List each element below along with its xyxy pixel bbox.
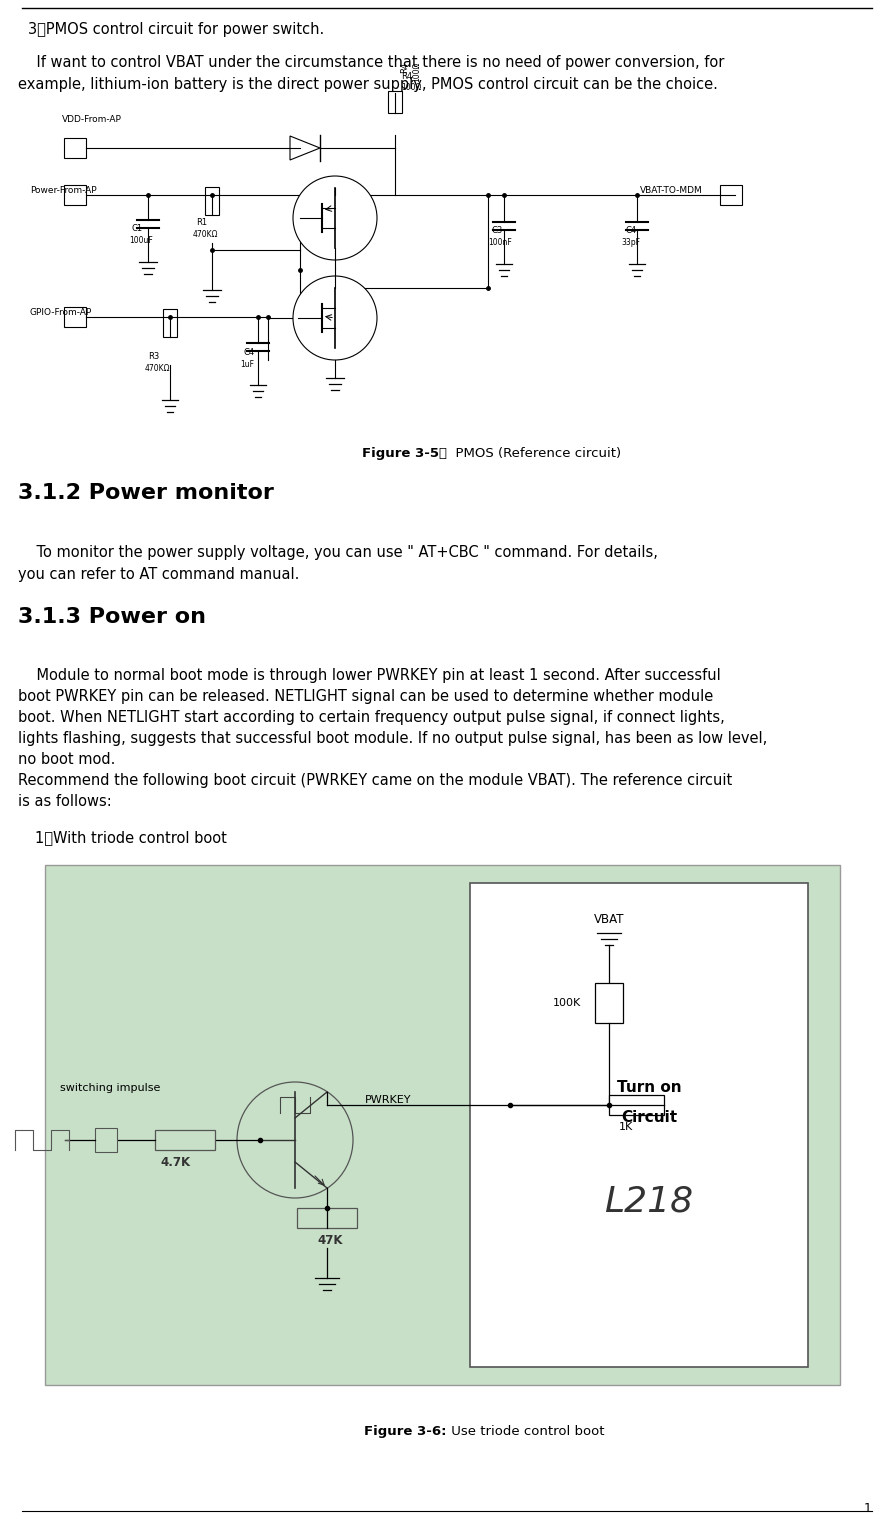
Text: 1K: 1K — [619, 1122, 633, 1131]
Text: 100uF: 100uF — [129, 235, 153, 245]
Text: 100nF: 100nF — [488, 239, 511, 248]
Text: boot PWRKEY pin can be released. NETLIGHT signal can be used to determine whethe: boot PWRKEY pin can be released. NETLIGH… — [18, 690, 713, 703]
Text: R4: R4 — [400, 63, 409, 73]
Text: L218: L218 — [604, 1185, 694, 1219]
Circle shape — [293, 277, 377, 359]
Text: PMOS (Reference circuit): PMOS (Reference circuit) — [447, 446, 621, 460]
Text: no boot mod.: no boot mod. — [18, 752, 115, 768]
Bar — [720, 185, 742, 205]
Text: Power-From-AP: Power-From-AP — [30, 187, 97, 196]
Text: R1: R1 — [196, 219, 207, 226]
Text: Module to normal boot mode is through lower PWRKEY pin at least 1 second. After : Module to normal boot mode is through lo… — [18, 668, 721, 683]
Text: 4.7K: 4.7K — [160, 1156, 190, 1168]
Text: GPIO-From-AP: GPIO-From-AP — [30, 307, 92, 317]
Circle shape — [293, 176, 377, 260]
Circle shape — [237, 1083, 353, 1199]
Text: To monitor the power supply voltage, you can use " AT+CBC " command. For details: To monitor the power supply voltage, you… — [18, 544, 658, 560]
Text: VBAT: VBAT — [594, 913, 624, 927]
Text: is as follows:: is as follows: — [18, 794, 112, 809]
Bar — [595, 983, 623, 1023]
Text: you can refer to AT command manual.: you can refer to AT command manual. — [18, 567, 299, 583]
Bar — [155, 1130, 215, 1150]
Text: Figure 3-6:: Figure 3-6: — [365, 1425, 447, 1437]
Text: 1uF: 1uF — [240, 359, 254, 368]
Text: 3.1.3 Power on: 3.1.3 Power on — [18, 607, 206, 627]
Text: 3、PMOS control circuit for power switch.: 3、PMOS control circuit for power switch. — [28, 21, 325, 37]
Bar — [95, 1128, 117, 1151]
Bar — [163, 309, 177, 336]
Text: 33pF: 33pF — [621, 239, 640, 248]
Bar — [470, 884, 808, 1367]
Text: PWRKEY: PWRKEY — [365, 1095, 411, 1105]
Text: 3.1.2 Power monitor: 3.1.2 Power monitor — [18, 483, 274, 503]
Bar — [64, 307, 86, 327]
Bar — [205, 187, 219, 216]
Text: Turn on: Turn on — [617, 1079, 681, 1095]
Text: boot. When NETLIGHT start according to certain frequency output pulse signal, if: boot. When NETLIGHT start according to c… — [18, 709, 725, 725]
Text: 470KΩ: 470KΩ — [193, 229, 218, 239]
Text: Figure 3-5：: Figure 3-5： — [362, 446, 447, 460]
Text: 47K: 47K — [317, 1234, 342, 1246]
Text: C4: C4 — [243, 349, 254, 356]
Text: VDD-From-AP: VDD-From-AP — [62, 115, 122, 124]
Bar — [388, 92, 402, 113]
Bar — [64, 185, 86, 205]
Text: example, lithium-ion battery is the direct power supply, PMOS control circuit ca: example, lithium-ion battery is the dire… — [18, 76, 718, 92]
Text: Circuit: Circuit — [621, 1110, 677, 1125]
Text: R3: R3 — [148, 352, 159, 361]
Text: If want to control VBAT under the circumstance that there is no need of power co: If want to control VBAT under the circum… — [18, 55, 724, 70]
Text: Use triode control boot: Use triode control boot — [447, 1425, 604, 1437]
Bar — [45, 865, 840, 1385]
Text: C1: C1 — [132, 225, 143, 232]
Text: 100Ω: 100Ω — [412, 63, 421, 83]
Text: 100Ω: 100Ω — [401, 83, 421, 92]
Text: C3: C3 — [492, 226, 503, 235]
Text: 100K: 100K — [552, 998, 581, 1008]
Text: lights flashing, suggests that successful boot module. If no output pulse signal: lights flashing, suggests that successfu… — [18, 731, 767, 746]
Text: 1: 1 — [864, 1501, 872, 1515]
Text: 1、With triode control boot: 1、With triode control boot — [35, 830, 227, 846]
Text: R4: R4 — [401, 72, 412, 81]
Text: C4: C4 — [625, 226, 637, 235]
Bar — [297, 1208, 357, 1228]
Text: switching impulse: switching impulse — [60, 1083, 160, 1093]
Bar — [609, 1095, 664, 1115]
Bar — [64, 138, 86, 157]
Text: VBAT-TO-MDM: VBAT-TO-MDM — [640, 187, 703, 196]
Text: 470KΩ: 470KΩ — [145, 364, 171, 373]
Text: Recommend the following boot circuit (PWRKEY came on the module VBAT). The refer: Recommend the following boot circuit (PW… — [18, 774, 732, 787]
